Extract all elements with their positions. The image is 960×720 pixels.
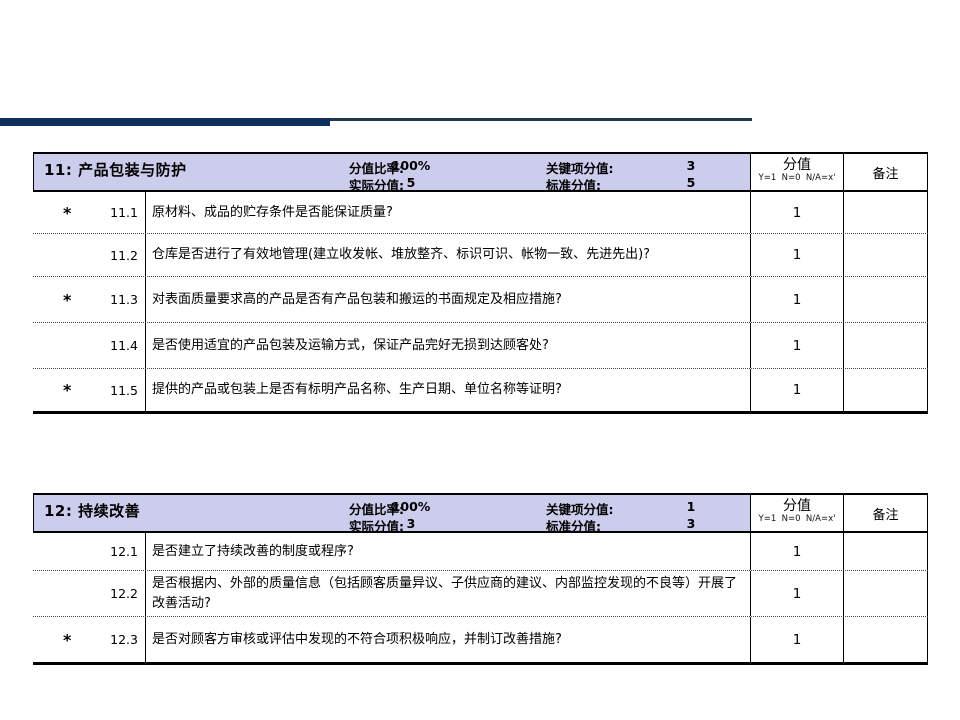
remark-title: 备注 xyxy=(872,507,899,523)
score-legend: Y=1 N=0 N/A=x' xyxy=(758,172,836,183)
score-cell: 1 xyxy=(750,617,843,662)
remark-cell xyxy=(843,277,928,322)
remark-cell xyxy=(843,234,928,276)
score-column-header: 分值 Y=1 N=0 N/A=x' xyxy=(750,495,843,531)
row-number: 12.3 xyxy=(110,632,138,647)
table-row: * 11.1 原材料、成品的贮存条件是否能保证质量? 1 xyxy=(33,192,928,234)
table-row: 11.4 是否使用适宜的产品包装及运输方式，保证产品完好无损到达顾客处? 1 xyxy=(33,323,928,369)
key-label: 关键项分值: xyxy=(546,161,614,176)
question-text: 是否根据内、外部的质量信息（包括顾客质量异议、子供应商的建议、内部监控发现的不良… xyxy=(152,576,738,611)
score-cell: 1 xyxy=(750,323,843,368)
table-rows: 12.1 是否建立了持续改善的制度或程序? 1 12.2 是否根据内、外部的质量… xyxy=(33,533,928,662)
key-item-star: * xyxy=(63,630,72,649)
score-cell: 1 xyxy=(750,533,843,570)
actual-label: 实际分值: xyxy=(349,519,404,534)
header-band: 12: 持续改善 分值比率: 100% 实际分值: 3 关键项分值: 1 标准分… xyxy=(33,495,750,534)
std-label: 标准分值: xyxy=(546,178,601,193)
row-number-cell: 11.2 xyxy=(33,234,145,276)
ratio-label: 分值比率: xyxy=(349,502,404,517)
std-label: 标准分值: xyxy=(546,519,601,534)
row-number: 11.1 xyxy=(110,205,138,220)
question-cell: 仓库是否进行了有效地管理(建立收发帐、堆放整齐、标识可识、帐物一致、先进先出)? xyxy=(145,234,750,276)
ratio-label: 分值比率: xyxy=(349,161,404,176)
question-text: 对表面质量要求高的产品是否有产品包装和搬运的书面规定及相应措施? xyxy=(152,291,562,307)
score-cell: 1 xyxy=(750,277,843,322)
question-text: 是否对顾客方审核或评估中发现的不符合项积极响应，并制订改善措施? xyxy=(152,631,562,647)
remark-cell xyxy=(843,192,928,233)
audit-table-12: 12: 持续改善 分值比率: 100% 实际分值: 3 关键项分值: 1 标准分… xyxy=(33,493,928,665)
question-text: 提供的产品或包装上是否有标明产品名称、生产日期、单位名称等证明? xyxy=(152,382,562,398)
std-value: 5 xyxy=(686,175,696,190)
score-title: 分值 xyxy=(783,498,811,514)
score-column-header: 分值 Y=1 N=0 N/A=x' xyxy=(750,154,843,190)
score-title: 分值 xyxy=(783,157,811,173)
key-value: 3 xyxy=(686,158,696,173)
remark-cell xyxy=(843,369,928,411)
key-value: 1 xyxy=(686,499,696,514)
remark-cell xyxy=(843,617,928,662)
ratio-value: 100% xyxy=(391,158,431,173)
std-value: 3 xyxy=(686,516,696,531)
question-text: 仓库是否进行了有效地管理(建立收发帐、堆放整齐、标识可识、帐物一致、先进先出)? xyxy=(152,247,651,263)
score-cell: 1 xyxy=(750,369,843,411)
row-number: 12.2 xyxy=(110,586,138,601)
remark-cell xyxy=(843,571,928,616)
row-number-cell: * 12.3 xyxy=(33,617,145,662)
section-title: 12: 持续改善 xyxy=(44,502,141,520)
table-row: 11.2 仓库是否进行了有效地管理(建立收发帐、堆放整齐、标识可识、帐物一致、先… xyxy=(33,234,928,277)
table-row: 12.2 是否根据内、外部的质量信息（包括顾客质量异议、子供应商的建议、内部监控… xyxy=(33,571,928,617)
row-number: 12.1 xyxy=(110,544,138,559)
remark-column-header: 备注 xyxy=(843,154,928,190)
row-number: 11.5 xyxy=(110,382,138,398)
row-number: 11.4 xyxy=(110,338,138,353)
table-rows: * 11.1 原材料、成品的贮存条件是否能保证质量? 1 11.2 仓库是否进行… xyxy=(33,192,928,411)
row-number-cell: * 11.3 xyxy=(33,277,145,322)
actual-value: 3 xyxy=(406,516,416,531)
row-number-cell: 12.2 xyxy=(33,571,145,616)
key-item-star: * xyxy=(63,380,72,400)
key-item-star: * xyxy=(63,203,72,222)
question-text: 是否使用适宜的产品包装及运输方式，保证产品完好无损到达顾客处? xyxy=(152,337,549,353)
remark-cell xyxy=(843,323,928,368)
table-row: 12.1 是否建立了持续改善的制度或程序? 1 xyxy=(33,533,928,571)
remark-cell xyxy=(843,533,928,570)
ratio-value: 100% xyxy=(391,499,431,514)
actual-value: 5 xyxy=(406,175,416,190)
score-cell: 1 xyxy=(750,571,843,616)
question-cell: 是否建立了持续改善的制度或程序? xyxy=(145,533,750,570)
question-cell: 对表面质量要求高的产品是否有产品包装和搬运的书面规定及相应措施? xyxy=(145,277,750,322)
row-number-cell: * 11.5 xyxy=(33,369,145,411)
score-cell: 1 xyxy=(750,234,843,276)
question-cell: 是否根据内、外部的质量信息（包括顾客质量异议、子供应商的建议、内部监控发现的不良… xyxy=(145,571,750,616)
actual-label: 实际分值: xyxy=(349,178,404,193)
question-cell: 是否对顾客方审核或评估中发现的不符合项积极响应，并制订改善措施? xyxy=(145,617,750,662)
row-number-cell: * 11.1 xyxy=(33,192,145,233)
row-number-cell: 12.1 xyxy=(33,533,145,570)
key-item-star: * xyxy=(63,290,72,309)
audit-table-11: 11: 产品包装与防护 分值比率: 100% 实际分值: 5 关键项分值: 3 … xyxy=(33,152,928,414)
score-cell: 1 xyxy=(750,192,843,233)
table-header: 11: 产品包装与防护 分值比率: 100% 实际分值: 5 关键项分值: 3 … xyxy=(33,152,928,193)
question-cell: 原材料、成品的贮存条件是否能保证质量? xyxy=(145,192,750,233)
key-label: 关键项分值: xyxy=(546,502,614,517)
remark-title: 备注 xyxy=(872,166,899,182)
remark-column-header: 备注 xyxy=(843,495,928,531)
decor-line xyxy=(330,118,752,121)
header-band: 11: 产品包装与防护 分值比率: 100% 实际分值: 5 关键项分值: 3 … xyxy=(33,154,750,193)
section-title: 11: 产品包装与防护 xyxy=(44,161,187,179)
question-cell: 提供的产品或包装上是否有标明产品名称、生产日期、单位名称等证明? xyxy=(145,369,750,411)
decor-bar xyxy=(0,118,330,126)
question-text: 是否建立了持续改善的制度或程序? xyxy=(152,543,354,559)
table-row: * 11.3 对表面质量要求高的产品是否有产品包装和搬运的书面规定及相应措施? … xyxy=(33,277,928,323)
table-row: * 11.5 提供的产品或包装上是否有标明产品名称、生产日期、单位名称等证明? … xyxy=(33,369,928,411)
question-cell: 是否使用适宜的产品包装及运输方式，保证产品完好无损到达顾客处? xyxy=(145,323,750,368)
table-row: * 12.3 是否对顾客方审核或评估中发现的不符合项积极响应，并制订改善措施? … xyxy=(33,617,928,662)
row-number-cell: 11.4 xyxy=(33,323,145,368)
score-legend: Y=1 N=0 N/A=x' xyxy=(758,513,836,524)
question-text: 原材料、成品的贮存条件是否能保证质量? xyxy=(152,204,393,220)
row-number: 11.3 xyxy=(110,292,138,307)
row-number: 11.2 xyxy=(110,247,138,263)
table-header: 12: 持续改善 分值比率: 100% 实际分值: 3 关键项分值: 1 标准分… xyxy=(33,493,928,534)
